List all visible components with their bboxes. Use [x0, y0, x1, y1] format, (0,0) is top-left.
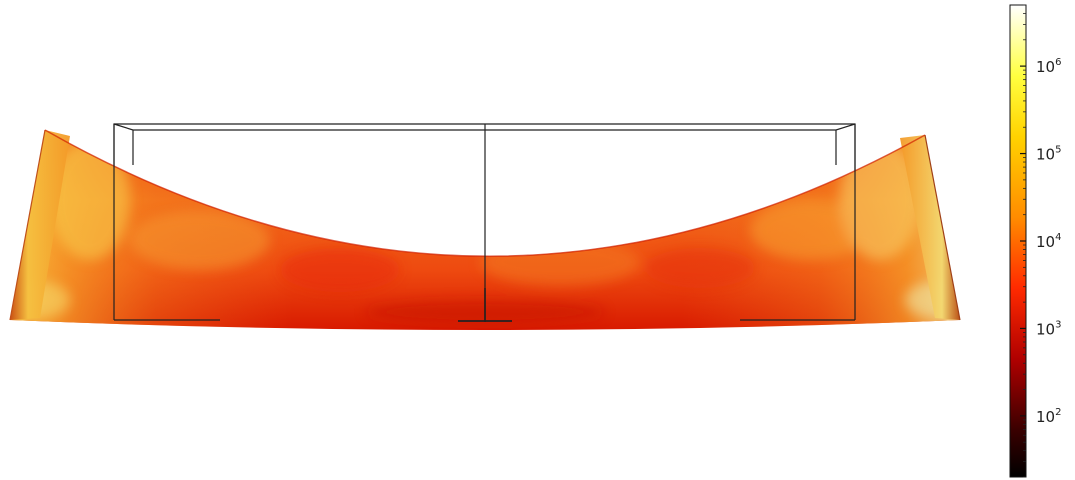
- colorbar-tick-label: 104: [1036, 232, 1061, 251]
- heat-field: [9, 129, 961, 330]
- colorbar-tick-label: 105: [1036, 145, 1061, 164]
- left-end-face: [10, 130, 70, 320]
- colorbar: 102 103 104 105 106: [1009, 4, 1061, 478]
- colorbar-tick-label: 102: [1036, 407, 1061, 426]
- frame-front: [113, 124, 856, 322]
- right-end-face: [900, 135, 960, 320]
- colorbar-tick-label: 103: [1036, 319, 1061, 338]
- colorbar-tick-label: 106: [1036, 57, 1061, 76]
- colorbar-ticks: 102 103 104 105 106: [1020, 4, 1061, 478]
